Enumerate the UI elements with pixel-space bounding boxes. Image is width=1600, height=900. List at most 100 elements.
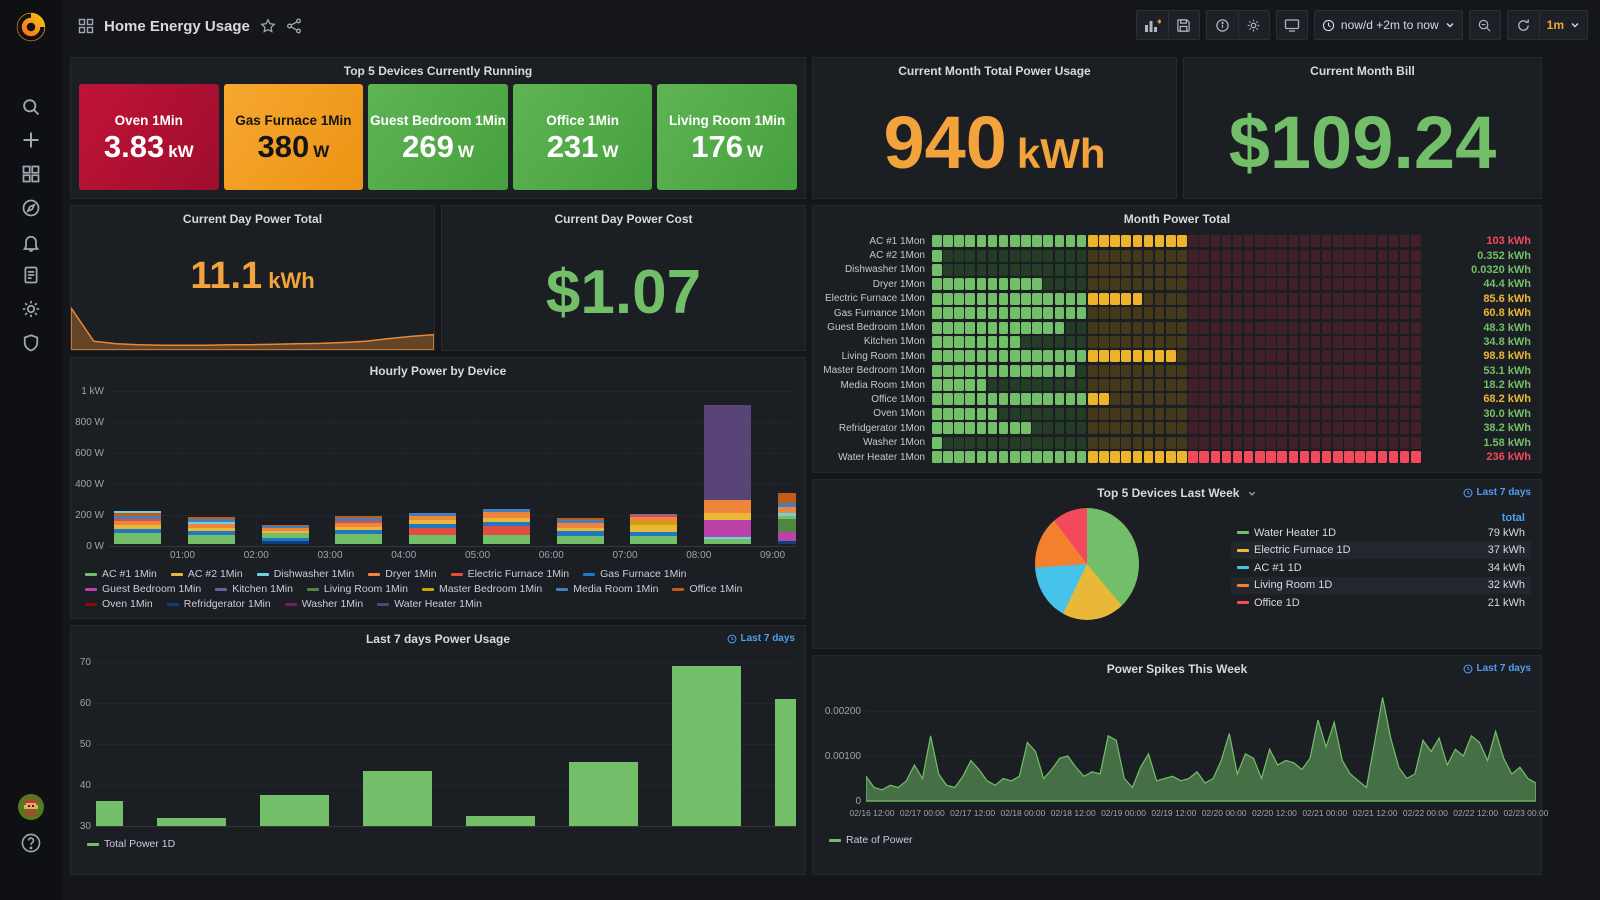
legend-item[interactable]: Water Heater 1Min (377, 598, 482, 611)
time-region-badge[interactable]: Last 7 days (1463, 663, 1531, 674)
legend-item[interactable]: Electric Furnace 1Min (450, 568, 569, 581)
legend-item[interactable]: Kitchen 1Min (215, 583, 293, 596)
time-range-picker[interactable]: now/d +2m to now (1313, 10, 1463, 40)
pie-legend-row[interactable]: Electric Furnace 1D 37 kWh (1231, 541, 1531, 559)
heatmap-cell (1165, 451, 1176, 464)
legend-item-rate-of-power[interactable]: Rate of Power (829, 834, 913, 847)
legend-item-total-power[interactable]: Total Power 1D (87, 838, 175, 851)
dashboard-settings-button[interactable] (1237, 10, 1270, 40)
legend-item[interactable]: Gas Furnace 1Min (583, 568, 687, 581)
alerting-bell-icon[interactable] (13, 228, 49, 258)
user-avatar[interactable] (13, 792, 49, 822)
heatmap-cell (1277, 249, 1287, 262)
heatmap-cell (943, 321, 953, 334)
panel-title[interactable]: Hourly Power by Device (369, 364, 507, 378)
legend-item[interactable]: Dishwasher 1Min (256, 568, 354, 581)
heatmap-cell (1032, 422, 1042, 435)
stat-tile-gas-furnace[interactable]: Gas Furnace 1Min 380 W (223, 84, 364, 190)
legend-item[interactable]: Living Room 1Min (306, 583, 408, 596)
legend-item[interactable]: Refridgerator 1Min (166, 598, 271, 611)
cycle-view-tv-button[interactable] (1275, 10, 1308, 40)
panel-title[interactable]: Current Day Power Cost (554, 212, 693, 226)
stat-tile-oven[interactable]: Oven 1Min 3.83 kW (79, 84, 219, 190)
heatmap-cell (1110, 436, 1120, 449)
snapshot-info-button[interactable] (1205, 10, 1238, 40)
legend-item[interactable]: Office 1Min (672, 583, 742, 596)
legend-item[interactable]: AC #2 1Min (170, 568, 243, 581)
heatmap-row[interactable]: Water Heater 1Mon 236 kWh (817, 450, 1537, 464)
legend-item[interactable]: Guest Bedroom 1Min (85, 583, 201, 596)
legend-item[interactable]: Media Room 1Min (556, 583, 658, 596)
panel-title[interactable]: Current Day Power Total (182, 212, 323, 226)
heatmap-cell (1132, 335, 1143, 348)
heatmap-row[interactable]: Media Room 1Mon 18.2 kWh (817, 378, 1537, 392)
heatmap-row[interactable]: Washer 1Mon 1.58 kWh (817, 435, 1537, 449)
heatmap[interactable]: AC #1 1Mon 103 kWh AC #2 1Mon 0.352 kWh Dish… (817, 234, 1537, 464)
pie-legend-row[interactable]: Office 1D 21 kWh (1231, 594, 1531, 612)
share-icon[interactable] (286, 18, 302, 34)
create-plus-icon[interactable] (13, 125, 49, 155)
spikes-chart[interactable]: 0.00200 0.00100 0 02/16 12:00 02/17 00:00 02/… (813, 656, 1548, 874)
help-icon[interactable] (13, 828, 49, 858)
pie-legend-row[interactable]: AC #1 1D 34 kWh (1231, 559, 1531, 577)
heatmap-row[interactable]: Oven 1Mon 30.0 kWh (817, 407, 1537, 421)
dashboards-icon[interactable] (13, 159, 49, 189)
heatmap-cell (1009, 263, 1020, 276)
day-total-sparkline[interactable] (71, 306, 434, 350)
heatmap-row[interactable]: Master Bedroom 1Mon 53.1 kWh (817, 364, 1537, 378)
legend-item[interactable]: Dryer 1Min (368, 568, 437, 581)
legend-item[interactable]: Oven 1Min (85, 598, 153, 611)
heatmap-row[interactable]: Gas Furnance 1Mon 60.8 kWh (817, 306, 1537, 320)
stat-tile-office[interactable]: Office 1Min 231 W (512, 84, 653, 190)
heatmap-cell (1021, 451, 1031, 464)
add-panel-button[interactable] (1135, 10, 1168, 40)
refresh-interval-picker[interactable]: 1m (1538, 10, 1588, 40)
stat-tile-guest-bedroom[interactable]: Guest Bedroom 1Min 269 W (368, 84, 508, 190)
legend-item[interactable]: AC #1 1Min (85, 568, 157, 581)
panel-title[interactable]: Top 5 Devices Currently Running (343, 64, 533, 78)
panel-title[interactable]: Last 7 days Power Usage (365, 632, 511, 646)
explore-compass-icon[interactable] (13, 193, 49, 223)
docs-document-icon[interactable] (13, 260, 49, 290)
star-icon[interactable] (260, 18, 276, 34)
panel-title[interactable]: Current Month Bill (1310, 64, 1415, 78)
settings-gear-icon[interactable] (13, 294, 49, 324)
heatmap-row[interactable]: Refridgerator 1Mon 38.2 kWh (817, 421, 1537, 435)
last7-chart[interactable]: 70 60 50 40 30 (71, 626, 805, 874)
pie-legend-row[interactable]: Living Room 1D 32 kWh (1231, 576, 1531, 594)
heatmap-row[interactable]: Dryer 1Mon 44.4 kWh (817, 277, 1537, 291)
hourly-chart[interactable]: 1 kW 800 W 600 W 400 W 200 W 0 W 01:00 02:00 03:… (71, 358, 805, 618)
admin-shield-icon[interactable] (13, 328, 49, 358)
heatmap-row[interactable]: Dishwasher 1Mon 0.0320 kWh (817, 263, 1537, 277)
heatmap-row[interactable]: Office 1Mon 68.2 kWh (817, 392, 1537, 406)
heatmap-row[interactable]: Electric Furnace 1Mon 85.6 kWh (817, 292, 1537, 306)
heatmap-cell (1199, 292, 1209, 305)
panel-title[interactable]: Power Spikes This Week (1106, 662, 1248, 676)
refresh-button[interactable] (1506, 10, 1539, 40)
heatmap-row[interactable]: Guest Bedroom 1Mon 48.3 kWh (817, 320, 1537, 334)
pie-chart[interactable] (1035, 508, 1139, 620)
save-dashboard-button[interactable] (1167, 10, 1200, 40)
heatmap-row[interactable]: AC #1 1Mon 103 kWh (817, 234, 1537, 248)
dashboard-grid-icon[interactable] (78, 18, 94, 34)
grafana-logo[interactable] (13, 12, 49, 42)
stat-tile-living-room[interactable]: Living Room 1Min 176 W (657, 84, 797, 190)
panel-title[interactable]: Month Power Total (1123, 212, 1231, 226)
bar-segment (187, 519, 235, 523)
page-title[interactable]: Home Energy Usage (104, 17, 250, 35)
heatmap-row[interactable]: AC #2 1Mon 0.352 kWh (817, 248, 1537, 262)
search-icon[interactable] (13, 92, 49, 122)
panel-title[interactable]: Top 5 Devices Last Week (813, 486, 1541, 500)
time-region-badge[interactable]: Last 7 days (727, 633, 795, 644)
time-region-badge[interactable]: Last 7 days (1463, 487, 1531, 498)
heatmap-row[interactable]: Kitchen 1Mon 34.8 kWh (817, 335, 1537, 349)
panel-title[interactable]: Current Month Total Power Usage (898, 64, 1091, 78)
legend-item[interactable]: Master Bedroom 1Min (421, 583, 542, 596)
heatmap-cell (1121, 235, 1131, 248)
heatmap-row[interactable]: Living Room 1Mon 98.8 kWh (817, 349, 1537, 363)
pie-legend-header[interactable]: total (1501, 512, 1525, 524)
heatmap-cell (1009, 235, 1020, 248)
zoom-out-button[interactable] (1468, 10, 1501, 40)
pie-legend-row[interactable]: Water Heater 1D 79 kWh (1231, 524, 1531, 542)
legend-item[interactable]: Washer 1Min (284, 598, 363, 611)
